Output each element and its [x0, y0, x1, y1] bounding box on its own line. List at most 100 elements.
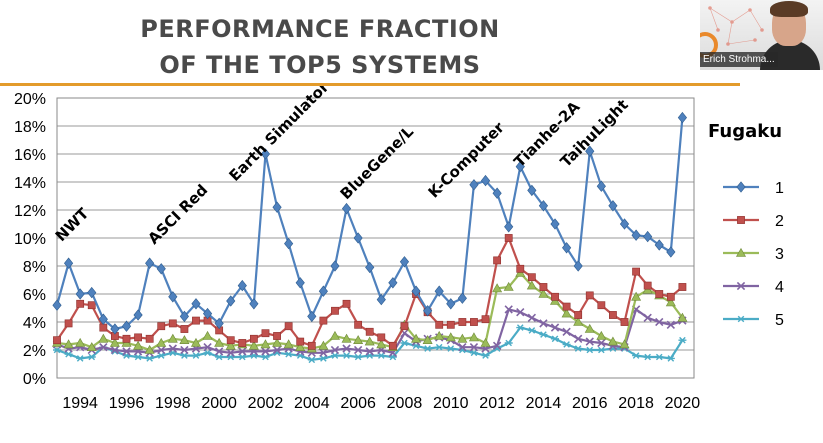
data-point [377, 352, 386, 359]
data-point [283, 339, 294, 349]
data-point [655, 353, 664, 361]
data-point [53, 346, 61, 354]
x-tick-label: 2018 [618, 395, 654, 412]
data-point [678, 283, 687, 291]
x-tick-label: 2004 [294, 395, 330, 412]
presenter-video-thumbnail[interactable]: Erich Strohma... [700, 0, 823, 70]
data-point [202, 307, 213, 320]
data-point [76, 355, 85, 362]
data-point [527, 327, 536, 334]
y-tick-label: 6% [23, 287, 46, 304]
data-point [353, 335, 364, 345]
data-point [620, 318, 629, 326]
data-point [574, 311, 583, 319]
data-point [330, 345, 340, 355]
x-tick-label: 2012 [479, 395, 515, 412]
data-point [109, 337, 120, 347]
data-point [643, 230, 653, 243]
data-point [643, 353, 652, 361]
data-point [168, 344, 177, 353]
y-tick-label: 0% [23, 371, 46, 388]
data-point [434, 330, 445, 340]
data-point [134, 353, 143, 361]
y-tick-label: 8% [23, 259, 46, 276]
slide-title-line-2: OF THE TOP5 SYSTEMS [159, 51, 481, 79]
data-point [179, 335, 190, 345]
data-point [307, 356, 316, 364]
data-point [156, 337, 167, 347]
y-tick-label: 10% [14, 231, 46, 248]
data-point [619, 339, 630, 349]
data-point [481, 352, 490, 359]
data-point [574, 334, 583, 343]
data-point [585, 337, 594, 346]
y-tick-label: 20% [14, 91, 46, 108]
data-point [526, 280, 537, 290]
data-point [411, 333, 422, 343]
data-point [110, 323, 120, 335]
data-point [318, 285, 328, 297]
network-graphic [708, 6, 764, 46]
data-point [515, 160, 525, 173]
data-point [632, 352, 641, 359]
x-tick-label: 2020 [665, 395, 701, 412]
data-point [121, 320, 132, 332]
data-point [422, 335, 433, 345]
data-point [145, 355, 154, 362]
data-point [597, 338, 606, 348]
data-point [365, 261, 375, 274]
data-point [284, 350, 293, 358]
data-point [400, 322, 409, 331]
data-point [133, 340, 144, 350]
data-point [539, 283, 548, 291]
data-point [365, 327, 374, 336]
data-point [607, 336, 618, 346]
x-tick-label: 2008 [387, 395, 423, 412]
data-point [341, 333, 352, 343]
y-tick-label: 4% [23, 315, 46, 332]
data-point [330, 260, 340, 272]
data-point [63, 257, 74, 269]
data-point [736, 181, 746, 193]
x-tick-label: 1994 [62, 395, 98, 412]
data-point [596, 330, 607, 340]
data-point [295, 277, 305, 289]
data-point [260, 148, 271, 160]
data-point [319, 355, 328, 362]
x-tick-label: 1996 [109, 395, 145, 412]
data-point [609, 311, 617, 319]
legend-label: 3 [775, 246, 784, 263]
data-point [735, 247, 747, 257]
chart-series [51, 111, 688, 364]
data-point [157, 345, 166, 355]
data-point [677, 111, 688, 124]
data-point [307, 310, 317, 323]
data-point [434, 285, 444, 297]
data-point [307, 341, 316, 350]
data-point [191, 352, 200, 359]
data-point [157, 352, 166, 359]
data-point [353, 345, 363, 355]
data-point [562, 327, 571, 336]
data-point [446, 320, 455, 329]
data-point [284, 322, 293, 331]
data-point [261, 353, 270, 361]
data-point [99, 323, 108, 332]
data-point [238, 347, 247, 356]
data-point [145, 257, 155, 269]
data-point [122, 334, 131, 343]
data-point [538, 200, 549, 212]
series-1 [52, 111, 688, 335]
data-point [469, 179, 479, 191]
data-point [481, 315, 490, 324]
data-point [214, 317, 224, 330]
data-point [364, 336, 375, 346]
data-point [458, 343, 467, 352]
system-label: Earth Simulator [225, 86, 332, 185]
data-point [539, 319, 548, 328]
data-point [167, 333, 178, 343]
legend-item-5: 5 [723, 312, 784, 329]
data-point [180, 352, 189, 359]
data-point [341, 202, 352, 215]
